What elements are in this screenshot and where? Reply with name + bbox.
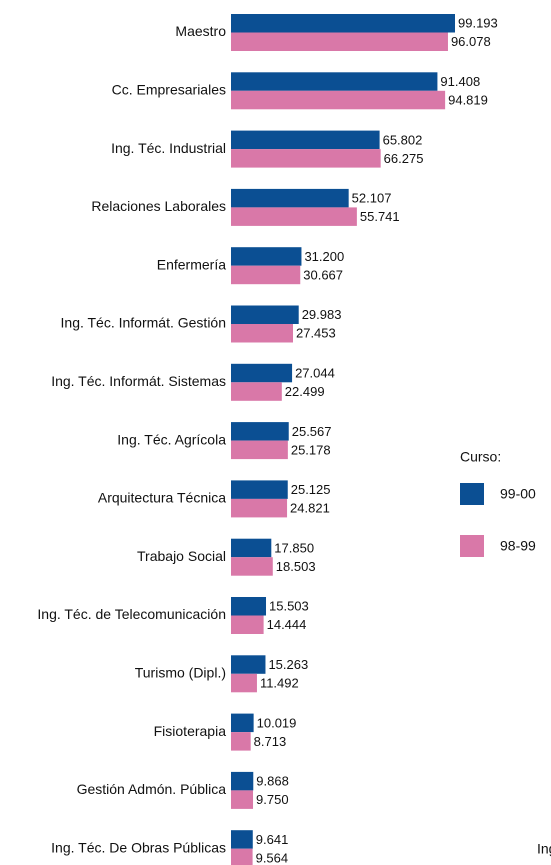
value-label: 18.503 xyxy=(276,559,316,574)
value-label: 14.444 xyxy=(267,617,307,632)
bar xyxy=(231,72,438,91)
bar xyxy=(231,265,301,285)
category-label: Ing. Téc. Industrial xyxy=(111,140,226,156)
bar xyxy=(231,440,288,460)
value-label: 15.263 xyxy=(268,657,308,672)
category-label: Relaciones Laborales xyxy=(91,198,226,214)
category-label: Enfermería xyxy=(157,256,226,272)
bar xyxy=(231,498,288,518)
bar xyxy=(231,848,253,865)
value-label: 17.850 xyxy=(274,540,314,555)
value-label: 9.641 xyxy=(256,832,289,847)
value-label: 99.193 xyxy=(458,16,498,31)
value-label: 30.667 xyxy=(303,267,343,282)
bar xyxy=(231,597,267,616)
category-label: Maestro xyxy=(175,23,226,39)
category-label: Trabajo Social xyxy=(137,548,226,564)
value-label: 29.983 xyxy=(302,307,342,322)
bar xyxy=(231,830,253,849)
value-label: 15.503 xyxy=(269,599,309,614)
value-label: 52.107 xyxy=(352,191,392,206)
category-label: Arquitectura Técnica xyxy=(98,490,226,506)
category-label: Turismo (Dipl.) xyxy=(135,665,226,681)
value-label: 27.453 xyxy=(296,326,336,341)
legend-label: 98-99 xyxy=(500,538,536,554)
value-label: 22.499 xyxy=(285,384,325,399)
value-label: 25.178 xyxy=(291,442,331,457)
value-label: 65.802 xyxy=(383,132,423,147)
bar xyxy=(231,14,455,33)
category-label: Ing. Téc. de Telecomunicación xyxy=(37,606,226,622)
bar xyxy=(231,207,357,226)
bar xyxy=(231,247,302,266)
bar xyxy=(231,790,254,809)
value-label: 9.868 xyxy=(256,774,289,789)
value-label: 9.564 xyxy=(256,850,289,865)
category-label: Ing. Téc. Informát. Sistemas xyxy=(51,373,226,389)
value-label: 94.819 xyxy=(448,92,488,107)
bar xyxy=(231,305,299,324)
bar xyxy=(231,673,257,693)
value-label: 10.019 xyxy=(257,715,297,730)
value-label: 55.741 xyxy=(360,209,400,224)
bar xyxy=(231,130,380,150)
annotation: Ing xyxy=(537,841,551,857)
value-label: 66.275 xyxy=(384,151,424,166)
value-label: 25.567 xyxy=(292,424,332,439)
legend-title: Curso: xyxy=(460,449,501,465)
category-label: Ing. Téc. Agrícola xyxy=(117,431,226,447)
bar xyxy=(231,771,254,791)
bar xyxy=(231,422,289,441)
bar xyxy=(231,615,264,634)
bar xyxy=(231,538,272,558)
value-label: 31.200 xyxy=(304,249,344,264)
bar xyxy=(231,732,251,751)
value-label: 96.078 xyxy=(451,34,491,49)
category-label: Fisioterapia xyxy=(154,723,227,739)
value-label: 24.821 xyxy=(290,501,330,516)
bar xyxy=(231,324,293,343)
legend-swatch xyxy=(460,535,484,557)
legend-swatch xyxy=(460,483,484,505)
bar xyxy=(231,90,446,110)
bar xyxy=(231,480,288,499)
bar xyxy=(231,557,273,576)
category-label: Ing. Téc. De Obras Públicas xyxy=(51,839,226,855)
bar xyxy=(231,149,381,168)
bar xyxy=(231,382,282,401)
bar xyxy=(231,713,254,733)
bar xyxy=(231,655,266,674)
value-label: 91.408 xyxy=(440,74,480,89)
category-label: Cc. Empresariales xyxy=(112,82,226,98)
bar xyxy=(231,363,293,383)
value-label: 25.125 xyxy=(291,482,331,497)
value-label: 27.044 xyxy=(295,365,335,380)
bar xyxy=(231,32,448,51)
category-label: Ing. Téc. Informát. Gestión xyxy=(61,315,226,331)
value-label: 11.492 xyxy=(260,675,299,690)
value-label: 9.750 xyxy=(256,792,289,807)
bar xyxy=(231,188,349,208)
legend-label: 99-00 xyxy=(500,486,536,502)
value-label: 8.713 xyxy=(254,734,287,749)
category-label: Gestión Admón. Pública xyxy=(77,781,227,797)
